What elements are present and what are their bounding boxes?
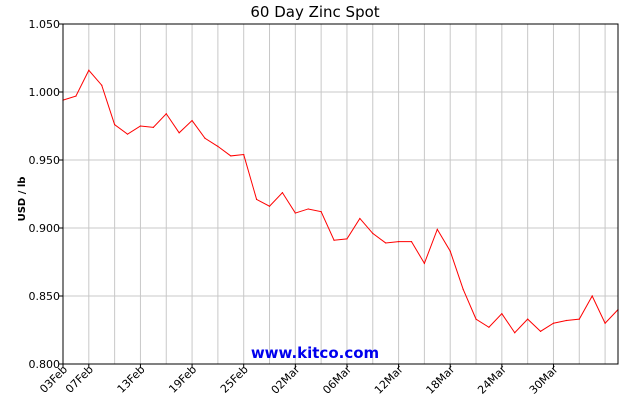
data-point xyxy=(178,132,180,134)
chart-title: 60 Day Zinc Spot xyxy=(250,3,379,21)
y-tick-label: 1.050 xyxy=(29,18,61,31)
grid xyxy=(62,23,618,365)
data-point xyxy=(397,241,400,243)
data-point xyxy=(88,69,90,71)
y-axis-ticks: 0.800 0.850 0.900 0.950 1.000 1.050 xyxy=(29,18,63,371)
x-tick-label: 13Feb xyxy=(115,363,148,396)
data-point xyxy=(578,318,580,320)
data-point xyxy=(230,155,232,157)
data-point xyxy=(423,262,425,264)
data-point xyxy=(101,84,103,86)
data-point xyxy=(152,126,154,128)
data-point xyxy=(294,212,296,214)
data-point xyxy=(475,318,477,320)
y-axis-label: USD / lb xyxy=(17,177,28,222)
data-point xyxy=(385,242,387,244)
x-tick-label: 30Mar xyxy=(527,363,561,397)
x-tick-label: 25Feb xyxy=(218,363,251,396)
data-point xyxy=(320,211,322,213)
x-tick-label: 07Feb xyxy=(63,363,96,396)
data-point xyxy=(243,153,245,156)
data-point xyxy=(372,232,374,235)
data-point xyxy=(256,198,258,201)
data-point xyxy=(514,332,516,334)
data-point xyxy=(527,318,529,320)
plot-border xyxy=(62,23,619,365)
zinc-price-line xyxy=(62,69,619,334)
data-point xyxy=(449,250,451,252)
data-point xyxy=(139,125,142,127)
kitco-watermark: www.kitco.com xyxy=(251,344,379,362)
data-point xyxy=(604,322,606,324)
data-point xyxy=(552,322,555,324)
x-tick-label: 18Mar xyxy=(424,363,458,397)
y-tick-label: 0.950 xyxy=(29,154,61,167)
y-tick-label: 1.000 xyxy=(29,86,61,99)
data-point xyxy=(191,119,193,122)
y-tick-label: 0.800 xyxy=(29,358,61,371)
data-point xyxy=(565,319,567,322)
x-tick-label: 02Mar xyxy=(269,363,303,397)
data-point xyxy=(462,288,464,290)
data-point xyxy=(591,295,593,297)
data-point xyxy=(217,145,219,147)
data-point xyxy=(165,113,167,115)
series-layer xyxy=(62,69,619,334)
data-point xyxy=(114,124,116,126)
x-tick-label: 24Mar xyxy=(475,363,509,397)
data-point xyxy=(501,313,503,315)
data-point xyxy=(410,241,413,243)
x-tick-label: 06Mar xyxy=(320,363,354,397)
data-point xyxy=(488,326,490,328)
data-point xyxy=(436,228,438,230)
data-point xyxy=(346,238,348,240)
data-point xyxy=(268,205,271,207)
y-tick-label: 0.900 xyxy=(29,222,61,235)
data-point xyxy=(281,192,284,194)
data-point xyxy=(359,217,361,220)
data-point xyxy=(204,137,206,139)
data-point xyxy=(126,133,129,135)
data-point xyxy=(75,95,77,97)
data-point xyxy=(539,330,542,332)
x-tick-label: 19Feb xyxy=(166,363,199,396)
data-point xyxy=(307,208,309,210)
data-point xyxy=(333,239,335,241)
x-tick-label: 12Mar xyxy=(372,363,406,397)
y-tick-label: 0.850 xyxy=(29,290,61,303)
